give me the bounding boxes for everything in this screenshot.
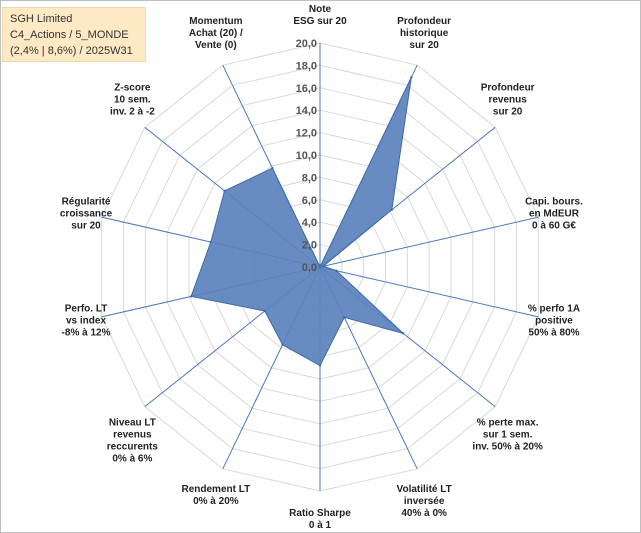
chart-title-box: SGH Limited C4_Actions / 5_MONDE (2,4% |… bbox=[2, 7, 146, 62]
tick-label: 14,0 bbox=[296, 105, 317, 117]
axis-label-line: sur 1 sem. bbox=[483, 430, 533, 441]
axis-label-line: Rendement LT bbox=[182, 484, 251, 495]
tick-label: 0,0 bbox=[302, 262, 317, 274]
axis-spoke bbox=[319, 266, 539, 318]
axis-label-line: inv. 2 à -2 bbox=[110, 106, 155, 117]
tick-label: 10,0 bbox=[296, 150, 317, 162]
radar-series bbox=[189, 76, 413, 367]
axis-label-line: reccurents bbox=[107, 442, 159, 453]
axis-label-line: 0% à 20% bbox=[193, 496, 239, 507]
axis-label-line: Note bbox=[309, 4, 332, 15]
tick-label: 18,0 bbox=[296, 60, 317, 72]
axis-label-line: Volatilité LT bbox=[397, 484, 452, 495]
tick-label: 16,0 bbox=[296, 83, 317, 95]
axis-label: Z-score 10 sem. inv. 2 à -2 bbox=[110, 82, 155, 117]
axis-label-line: % perte max. bbox=[477, 418, 539, 429]
radar-axis-labels: Note ESG sur 20 Profondeur historique sur 20… bbox=[60, 4, 583, 531]
title-line-company: SGH Limited bbox=[10, 13, 73, 25]
tick-label: 8,0 bbox=[302, 172, 317, 184]
axis-label-line: Ratio Sharpe bbox=[289, 508, 351, 519]
axis-label-line: -8% à 12% bbox=[62, 327, 111, 338]
axis-label-line: inv. 50% à 20% bbox=[472, 442, 543, 453]
radar-tick-labels: 0,0 2,0 4,0 6,0 8,0 10,0 12,0 14,0 16,0 18,0 20,0 bbox=[296, 38, 317, 274]
series-point bbox=[223, 189, 226, 193]
axis-label-line: 10 sem. bbox=[114, 94, 151, 105]
axis-label: Niveau LT revenus reccurents 0% à 6% bbox=[107, 418, 159, 465]
axis-label: Note ESG sur 20 bbox=[293, 4, 347, 27]
axis-label-line: Achat (20) / bbox=[189, 28, 243, 39]
series-point bbox=[322, 265, 325, 268]
series-point bbox=[318, 364, 322, 367]
series-point bbox=[263, 309, 267, 313]
axis-label-line: sur 20 bbox=[493, 106, 523, 117]
axis-label-line: Perfo. LT bbox=[65, 303, 108, 314]
axis-label: % perte max. sur 1 sem. inv. 50% à 20% bbox=[472, 418, 543, 453]
axis-label-line: sur 20 bbox=[409, 40, 439, 51]
axis-label-line: Profondeur bbox=[481, 82, 535, 93]
axis-label: Ratio Sharpe 0 à 1 bbox=[289, 508, 351, 531]
axis-label: Profondeur revenus sur 20 bbox=[481, 82, 535, 117]
series-point bbox=[401, 332, 405, 335]
axis-label-line: sur 20 bbox=[71, 221, 101, 232]
axis-label-line: croissance bbox=[60, 209, 113, 220]
axis-label-line: Momentum bbox=[189, 16, 242, 27]
axis-label-line: 0 à 1 bbox=[309, 520, 332, 531]
axis-spoke bbox=[319, 216, 539, 268]
axis-label: Profondeur historique sur 20 bbox=[397, 16, 451, 51]
axis-label: Régularité croissance sur 20 bbox=[60, 197, 113, 232]
tick-label: 20,0 bbox=[296, 38, 317, 50]
series-point bbox=[281, 343, 284, 346]
axis-label-line: revenus bbox=[488, 94, 527, 105]
axis-label-line: Vente (0) bbox=[195, 40, 237, 51]
axis-label-line: Profondeur bbox=[397, 16, 451, 27]
axis-label: Momentum Achat (20) / Vente (0) bbox=[189, 16, 243, 51]
axis-label: Volatilité LT inversée 40% à 0% bbox=[397, 484, 452, 519]
axis-label-line: Z-score bbox=[114, 82, 151, 93]
series-point bbox=[209, 240, 213, 244]
axis-label-line: historique bbox=[400, 28, 449, 39]
axis-label-line: ESG sur 20 bbox=[293, 16, 347, 27]
axis-label-line: vs index bbox=[66, 315, 106, 326]
tick-label: 2,0 bbox=[302, 240, 317, 252]
axis-label: Perfo. LT vs index -8% à 12% bbox=[62, 303, 111, 338]
axis-label-line: Régularité bbox=[62, 197, 111, 208]
tick-label: 6,0 bbox=[302, 195, 317, 207]
axis-label-line: inversée bbox=[404, 496, 445, 507]
title-line-category: C4_Actions / 5_MONDE bbox=[10, 29, 129, 41]
axis-label: Capi. bours. en MdEUR 0 à 60 G€ bbox=[525, 197, 583, 232]
series-point bbox=[343, 316, 346, 319]
series-point bbox=[189, 295, 193, 298]
tick-label: 12,0 bbox=[296, 128, 317, 140]
series-point bbox=[318, 265, 322, 269]
axis-label-line: 50% à 80% bbox=[528, 327, 579, 338]
axis-label-line: Capi. bours. bbox=[525, 197, 583, 208]
axis-label: % perfo 1A positive 50% à 80% bbox=[528, 303, 580, 338]
axis-label-line: 40% à 0% bbox=[401, 508, 447, 519]
axis-label-line: 0 à 60 G€ bbox=[532, 221, 576, 232]
axis-label: Rendement LT 0% à 20% bbox=[182, 484, 251, 507]
series-point bbox=[410, 76, 413, 79]
axis-label-line: en MdEUR bbox=[529, 209, 580, 220]
title-line-period: (2,4% | 8,6%) / 2025W31 bbox=[10, 45, 133, 57]
axis-label-line: Niveau LT bbox=[109, 418, 156, 429]
axis-label-line: positive bbox=[535, 315, 573, 326]
series-point bbox=[271, 166, 274, 170]
series-point bbox=[390, 208, 394, 211]
axis-label-line: % perfo 1A bbox=[528, 303, 580, 314]
tick-label: 4,0 bbox=[302, 217, 317, 229]
axis-label-line: 0% à 6% bbox=[112, 454, 152, 465]
axis-label-line: revenus bbox=[113, 430, 152, 441]
series-point bbox=[335, 269, 338, 272]
